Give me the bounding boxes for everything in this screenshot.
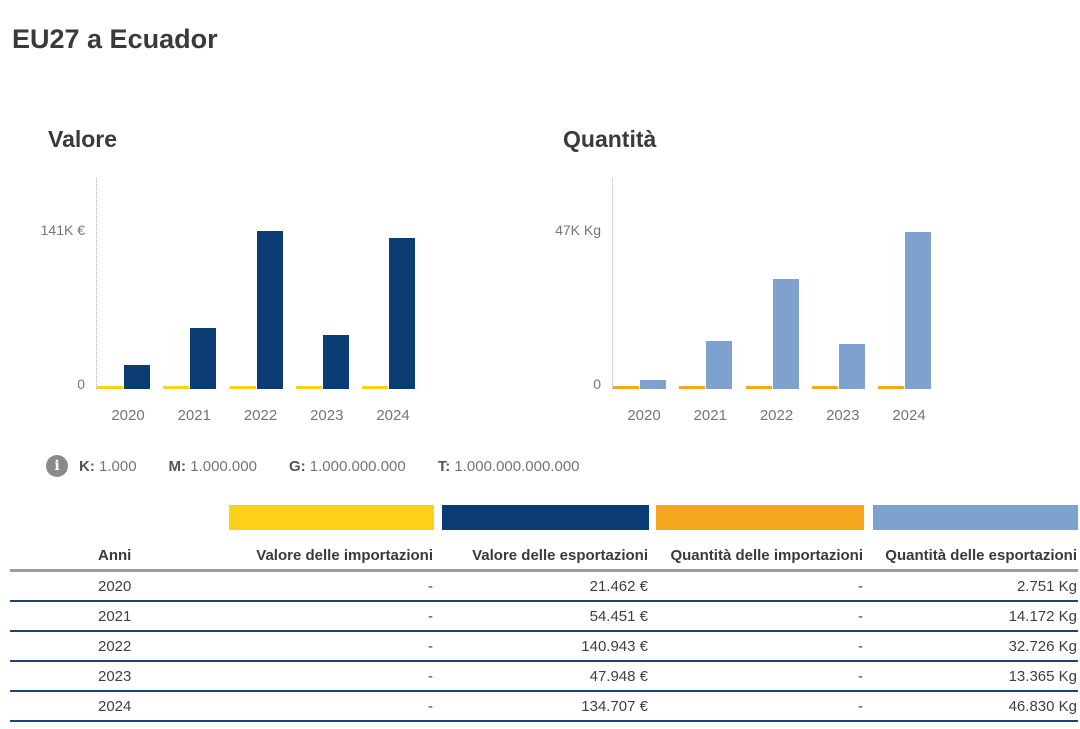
table-cell: 46.830 Kg [864, 691, 1078, 722]
import-bar-2022[interactable] [745, 386, 772, 389]
unit-legend: K: 1.000 M: 1.000.000 G: 1.000.000.000 T: 1… [79, 458, 580, 475]
page-title: EU27 a Ecuador [12, 24, 218, 55]
export-bar-2024[interactable] [905, 232, 931, 389]
quantita-y-axis-zero-label: 0 [593, 376, 601, 392]
table-cell: 2024 [10, 691, 225, 722]
table-cell: 2.751 Kg [864, 570, 1078, 602]
unit-legend-item-M: M: 1.000.000 [168, 458, 257, 475]
table-cell: - [225, 661, 434, 692]
table-cell: 14.172 Kg [864, 601, 1078, 632]
table-row-2024: 2024-134.707 € -46.830 Kg [10, 691, 1078, 722]
column-header: Quantità delle esportazioni [864, 541, 1078, 572]
x-axis-label-2021: 2021 [177, 407, 211, 424]
unit-legend-item-K: K: 1.000 [79, 458, 137, 475]
unit-legend-item-G: G: 1.000.000.000 [288, 458, 406, 475]
table-cell: 54.451 € [434, 601, 649, 632]
table-cell: - [649, 691, 864, 722]
valore-chart-plot [96, 178, 429, 389]
table-cell: - [225, 601, 434, 632]
import-bar-2023[interactable] [811, 386, 838, 389]
valore-chart-title: Valore [48, 126, 118, 153]
x-axis-label-2020: 2020 [627, 407, 661, 424]
column-header: Quantità delle importazioni [649, 541, 864, 572]
trade-data-table: Anni Valore delle importazioni Valore dell… [10, 541, 1078, 722]
quantita-y-axis-max-label: 47K Kg [555, 222, 601, 238]
import-bar-2020[interactable] [613, 386, 639, 389]
import-bar-2023[interactable] [295, 386, 322, 389]
legend-swatch-quantita-esportazioni [873, 505, 1078, 530]
table-cell: 2022 [10, 631, 225, 662]
export-bar-2023[interactable] [322, 335, 349, 389]
valore-y-axis-max-label: 141K € [40, 222, 85, 238]
table-cell: - [225, 570, 434, 602]
x-axis-label-2020: 2020 [111, 407, 145, 424]
import-bar-2024[interactable] [878, 386, 904, 389]
export-bar-2020[interactable] [640, 380, 666, 389]
legend-swatch-quantita-importazioni [656, 505, 864, 530]
import-bar-2021[interactable] [679, 386, 706, 389]
column-header: Valore delle esportazioni [434, 541, 649, 572]
quantita-x-axis-labels: 2020 2021 2022 2023 2024 [612, 407, 952, 427]
export-bar-2022[interactable] [772, 279, 799, 389]
valore-x-axis-labels: 2020 2021 2022 2023 2024 [96, 407, 436, 427]
legend-swatch-valore-esportazioni [442, 505, 649, 530]
table-row-2023: 2023-47.948 € -13.365 Kg [10, 661, 1078, 692]
table-cell: 21.462 € [434, 570, 649, 602]
table-cell: 2021 [10, 601, 225, 632]
table-cell: 140.943 € [434, 631, 649, 662]
export-bar-2024[interactable] [389, 238, 415, 389]
table-cell: 2020 [10, 570, 225, 602]
export-bar-2022[interactable] [256, 231, 283, 389]
x-axis-label-2021: 2021 [693, 407, 727, 424]
table-cell: 32.726 Kg [864, 631, 1078, 662]
table-cell: - [649, 661, 864, 692]
table-row-2022: 2022-140.943 € -32.726 Kg [10, 631, 1078, 662]
table-cell: 2023 [10, 661, 225, 692]
x-axis-label-2024: 2024 [892, 407, 926, 424]
valore-y-axis-zero-label: 0 [77, 376, 85, 392]
table-cell: - [225, 631, 434, 662]
quantita-chart-title: Quantità [563, 126, 657, 153]
column-header: Anni [10, 541, 225, 572]
table-cell: 13.365 Kg [864, 661, 1078, 692]
import-bar-2020[interactable] [97, 386, 123, 389]
x-axis-label-2022: 2022 [759, 407, 794, 424]
export-bar-2023[interactable] [838, 344, 865, 389]
unit-legend-item-T: T: 1.000.000.000.000 [437, 458, 580, 475]
export-bar-2020[interactable] [124, 365, 150, 389]
table-cell: 134.707 € [434, 691, 649, 722]
x-axis-label-2024: 2024 [376, 407, 410, 424]
import-bar-2022[interactable] [229, 386, 256, 389]
quantita-chart-plot [612, 178, 945, 389]
table-row-2021: 2021-54.451 € -14.172 Kg [10, 601, 1078, 632]
export-bar-2021[interactable] [190, 328, 217, 389]
table-cell: - [649, 570, 864, 602]
table-cell: 47.948 € [434, 661, 649, 692]
table-header: Anni Valore delle importazioni Valore dell… [10, 541, 1078, 572]
x-axis-label-2023: 2023 [310, 407, 344, 424]
column-header: Valore delle importazioni [225, 541, 434, 572]
table-cell: - [649, 601, 864, 632]
import-bar-2021[interactable] [163, 386, 190, 389]
x-axis-label-2022: 2022 [243, 407, 278, 424]
table-cell: - [649, 631, 864, 662]
table-row-2020: 2020-21.462 € -2.751 Kg [10, 570, 1078, 602]
legend-swatch-valore-importazioni [229, 505, 434, 530]
import-bar-2024[interactable] [362, 386, 388, 389]
x-axis-label-2023: 2023 [826, 407, 860, 424]
export-bar-2021[interactable] [706, 341, 733, 389]
info-icon[interactable]: i [46, 455, 68, 477]
table-cell: - [225, 691, 434, 722]
